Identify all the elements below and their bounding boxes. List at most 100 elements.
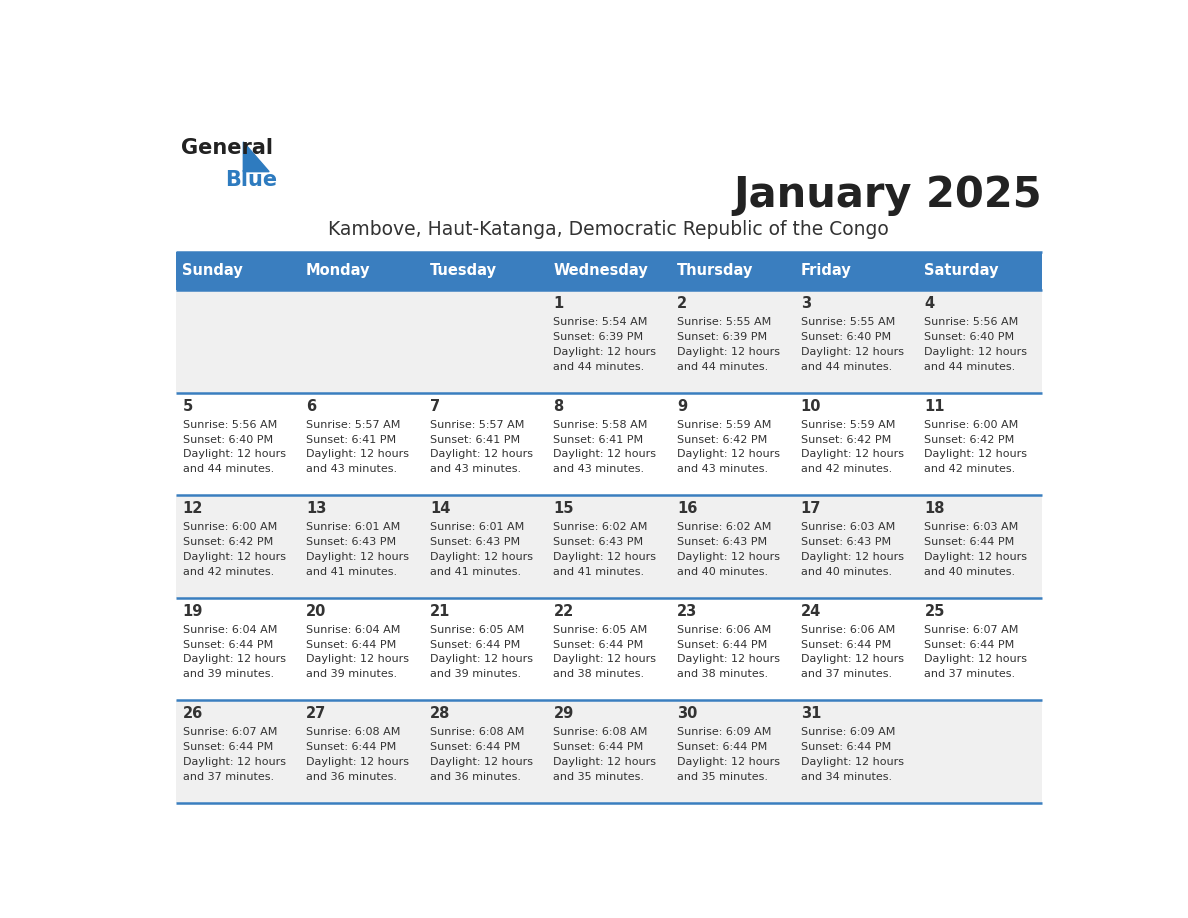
Bar	[671, 700, 795, 803]
Text: January 2025: January 2025	[733, 174, 1042, 216]
Text: Sunset: 6:44 PM: Sunset: 6:44 PM	[307, 640, 397, 650]
Text: and 38 minutes.: and 38 minutes.	[554, 669, 645, 679]
Text: Sunrise: 6:00 AM: Sunrise: 6:00 AM	[924, 420, 1018, 430]
Text: Sunrise: 6:02 AM: Sunrise: 6:02 AM	[677, 522, 771, 532]
Text: Sunset: 6:40 PM: Sunset: 6:40 PM	[801, 332, 891, 342]
Bar	[918, 598, 1042, 700]
Bar	[176, 700, 299, 803]
Text: 24: 24	[801, 603, 821, 619]
Bar	[795, 393, 918, 496]
Bar	[299, 598, 423, 700]
Bar	[299, 496, 423, 598]
Text: 17: 17	[801, 501, 821, 516]
Text: Daylight: 12 hours: Daylight: 12 hours	[307, 552, 409, 562]
Text: 11: 11	[924, 398, 944, 413]
Text: Sunset: 6:42 PM: Sunset: 6:42 PM	[677, 434, 767, 444]
Text: 4: 4	[924, 297, 935, 311]
Text: and 42 minutes.: and 42 minutes.	[183, 566, 273, 577]
Text: Sunset: 6:44 PM: Sunset: 6:44 PM	[924, 537, 1015, 547]
Text: Sunrise: 6:05 AM: Sunrise: 6:05 AM	[430, 625, 524, 634]
Text: Daylight: 12 hours: Daylight: 12 hours	[554, 450, 657, 459]
Text: 13: 13	[307, 501, 327, 516]
Bar	[423, 290, 546, 393]
Text: and 37 minutes.: and 37 minutes.	[801, 669, 892, 679]
Text: Kambove, Haut-Katanga, Democratic Republic of the Congo: Kambove, Haut-Katanga, Democratic Republ…	[328, 219, 890, 239]
Text: Daylight: 12 hours: Daylight: 12 hours	[307, 757, 409, 767]
Text: Sunset: 6:39 PM: Sunset: 6:39 PM	[677, 332, 767, 342]
Text: and 44 minutes.: and 44 minutes.	[801, 362, 892, 372]
Text: and 41 minutes.: and 41 minutes.	[307, 566, 397, 577]
Text: and 39 minutes.: and 39 minutes.	[183, 669, 273, 679]
Bar	[546, 496, 671, 598]
Text: and 43 minutes.: and 43 minutes.	[430, 465, 522, 475]
Bar	[795, 290, 918, 393]
Text: Daylight: 12 hours: Daylight: 12 hours	[801, 655, 904, 665]
Bar	[671, 393, 795, 496]
Text: Sunrise: 6:03 AM: Sunrise: 6:03 AM	[924, 522, 1018, 532]
Text: 25: 25	[924, 603, 944, 619]
Text: and 43 minutes.: and 43 minutes.	[307, 465, 397, 475]
Text: Sunrise: 6:09 AM: Sunrise: 6:09 AM	[677, 727, 771, 737]
Bar	[423, 252, 546, 290]
Text: and 39 minutes.: and 39 minutes.	[430, 669, 522, 679]
Text: Sunrise: 5:55 AM: Sunrise: 5:55 AM	[677, 318, 771, 328]
Text: Monday: Monday	[307, 263, 371, 278]
Text: and 37 minutes.: and 37 minutes.	[924, 669, 1016, 679]
Text: and 35 minutes.: and 35 minutes.	[677, 772, 769, 782]
Text: and 41 minutes.: and 41 minutes.	[430, 566, 522, 577]
Text: Daylight: 12 hours: Daylight: 12 hours	[801, 757, 904, 767]
Bar	[546, 252, 671, 290]
Text: Sunset: 6:44 PM: Sunset: 6:44 PM	[801, 742, 891, 752]
Text: Sunrise: 6:01 AM: Sunrise: 6:01 AM	[430, 522, 524, 532]
Bar	[671, 290, 795, 393]
Text: Sunrise: 6:02 AM: Sunrise: 6:02 AM	[554, 522, 647, 532]
Text: Daylight: 12 hours: Daylight: 12 hours	[924, 450, 1028, 459]
Text: 22: 22	[554, 603, 574, 619]
Text: Daylight: 12 hours: Daylight: 12 hours	[554, 552, 657, 562]
Text: Sunset: 6:44 PM: Sunset: 6:44 PM	[677, 640, 767, 650]
Text: and 42 minutes.: and 42 minutes.	[924, 465, 1016, 475]
Bar	[423, 393, 546, 496]
Text: Sunrise: 5:57 AM: Sunrise: 5:57 AM	[430, 420, 524, 430]
Text: and 36 minutes.: and 36 minutes.	[430, 772, 520, 782]
Text: 16: 16	[677, 501, 697, 516]
Text: Sunset: 6:44 PM: Sunset: 6:44 PM	[554, 742, 644, 752]
Text: Sunset: 6:41 PM: Sunset: 6:41 PM	[307, 434, 397, 444]
Text: 2: 2	[677, 297, 687, 311]
Text: Sunrise: 5:54 AM: Sunrise: 5:54 AM	[554, 318, 647, 328]
Text: Sunrise: 6:01 AM: Sunrise: 6:01 AM	[307, 522, 400, 532]
Text: and 37 minutes.: and 37 minutes.	[183, 772, 273, 782]
Text: and 36 minutes.: and 36 minutes.	[307, 772, 397, 782]
Text: Daylight: 12 hours: Daylight: 12 hours	[554, 347, 657, 357]
Text: and 42 minutes.: and 42 minutes.	[801, 465, 892, 475]
Text: Sunset: 6:44 PM: Sunset: 6:44 PM	[924, 640, 1015, 650]
Text: Sunset: 6:43 PM: Sunset: 6:43 PM	[307, 537, 397, 547]
Text: and 44 minutes.: and 44 minutes.	[554, 362, 645, 372]
Text: Sunset: 6:39 PM: Sunset: 6:39 PM	[554, 332, 644, 342]
Text: Sunset: 6:44 PM: Sunset: 6:44 PM	[554, 640, 644, 650]
Text: Sunset: 6:43 PM: Sunset: 6:43 PM	[677, 537, 767, 547]
Text: Sunset: 6:42 PM: Sunset: 6:42 PM	[924, 434, 1015, 444]
Text: Daylight: 12 hours: Daylight: 12 hours	[924, 552, 1028, 562]
Text: Daylight: 12 hours: Daylight: 12 hours	[183, 757, 285, 767]
Text: Sunrise: 5:58 AM: Sunrise: 5:58 AM	[554, 420, 647, 430]
Text: Sunset: 6:44 PM: Sunset: 6:44 PM	[307, 742, 397, 752]
Text: 5: 5	[183, 398, 192, 413]
Text: 21: 21	[430, 603, 450, 619]
Text: Sunrise: 5:57 AM: Sunrise: 5:57 AM	[307, 420, 400, 430]
Text: Daylight: 12 hours: Daylight: 12 hours	[801, 450, 904, 459]
Text: Sunset: 6:43 PM: Sunset: 6:43 PM	[801, 537, 891, 547]
Text: and 40 minutes.: and 40 minutes.	[801, 566, 892, 577]
Bar	[795, 598, 918, 700]
Text: Daylight: 12 hours: Daylight: 12 hours	[183, 552, 285, 562]
Text: Daylight: 12 hours: Daylight: 12 hours	[924, 347, 1028, 357]
Text: Sunrise: 5:56 AM: Sunrise: 5:56 AM	[183, 420, 277, 430]
Text: Daylight: 12 hours: Daylight: 12 hours	[183, 450, 285, 459]
Bar	[176, 598, 299, 700]
Bar	[918, 496, 1042, 598]
Text: Sunrise: 6:08 AM: Sunrise: 6:08 AM	[554, 727, 647, 737]
Text: Daylight: 12 hours: Daylight: 12 hours	[677, 347, 781, 357]
Text: 20: 20	[307, 603, 327, 619]
Bar	[176, 252, 299, 290]
Text: Sunrise: 6:00 AM: Sunrise: 6:00 AM	[183, 522, 277, 532]
